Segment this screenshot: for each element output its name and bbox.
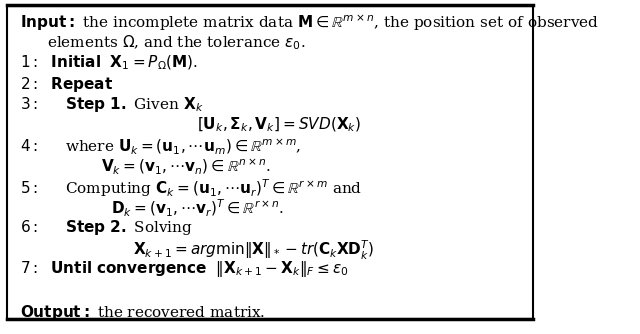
- Text: $\mathbf{D}_k = (\mathbf{v}_1, \cdots \mathbf{v}_r)^T \in \mathbb{R}^{r \times n: $\mathbf{D}_k = (\mathbf{v}_1, \cdots \m…: [111, 198, 285, 219]
- Text: $2\mathrm{:}$  $\mathbf{Repeat}$: $2\mathrm{:}$ $\mathbf{Repeat}$: [20, 74, 113, 94]
- Text: $\bf{Input:}$ the incomplete matrix data $\mathbf{M} \in \mathbb{R}^{m \times n}: $\bf{Input:}$ the incomplete matrix data…: [20, 13, 599, 33]
- Text: $\mathbf{Output:}$ the recovered matrix.: $\mathbf{Output:}$ the recovered matrix.: [20, 304, 266, 322]
- Text: $6\mathrm{:}$     $\mathbf{Step\ 2.}$ Solving: $6\mathrm{:}$ $\mathbf{Step\ 2.}$ Solvin…: [20, 218, 193, 237]
- Text: $5\mathrm{:}$     Computing $\mathbf{C}_k = (\mathbf{u}_1, \cdots \mathbf{u}_r)^: $5\mathrm{:}$ Computing $\mathbf{C}_k = …: [20, 177, 362, 199]
- Text: $\mathbf{V}_k = (\mathbf{v}_1, \cdots \mathbf{v}_n) \in \mathbb{R}^{n \times n}$: $\mathbf{V}_k = (\mathbf{v}_1, \cdots \m…: [100, 157, 271, 176]
- Text: $3\mathrm{:}$     $\mathbf{Step\ 1.}$ Given $\mathbf{X}_k$: $3\mathrm{:}$ $\mathbf{Step\ 1.}$ Given …: [20, 95, 204, 114]
- Text: $4\mathrm{:}$     where $\mathbf{U}_k = (\mathbf{u}_1, \cdots \mathbf{u}_m) \in : $4\mathrm{:}$ where $\mathbf{U}_k = (\ma…: [20, 136, 301, 156]
- Text: $\mathbf{X}_{k+1} = arg\min \| \mathbf{X} \|_* - tr(\mathbf{C}_k \mathbf{X} \mat: $\mathbf{X}_{k+1} = arg\min \| \mathbf{X…: [133, 239, 374, 262]
- Text: $1\mathrm{:}$  $\mathbf{Initial}$  $\mathbf{X}_1 = P_{\Omega}(\mathbf{M})$.: $1\mathrm{:}$ $\mathbf{Initial}$ $\mathb…: [20, 54, 198, 72]
- Text: elements $\Omega$, and the tolerance $\varepsilon_0$.: elements $\Omega$, and the tolerance $\v…: [47, 33, 305, 52]
- Text: $[\mathbf{U}_k, \mathbf{\Sigma}_k, \mathbf{V}_k] = SVD(\mathbf{X}_k)$: $[\mathbf{U}_k, \mathbf{\Sigma}_k, \math…: [197, 116, 362, 134]
- Text: $7\mathrm{:}$  $\mathbf{Until\ convergence}$  $\|\mathbf{X}_{k+1} - \mathbf{X}_k: $7\mathrm{:}$ $\mathbf{Until\ convergenc…: [20, 260, 349, 280]
- FancyBboxPatch shape: [7, 6, 532, 319]
